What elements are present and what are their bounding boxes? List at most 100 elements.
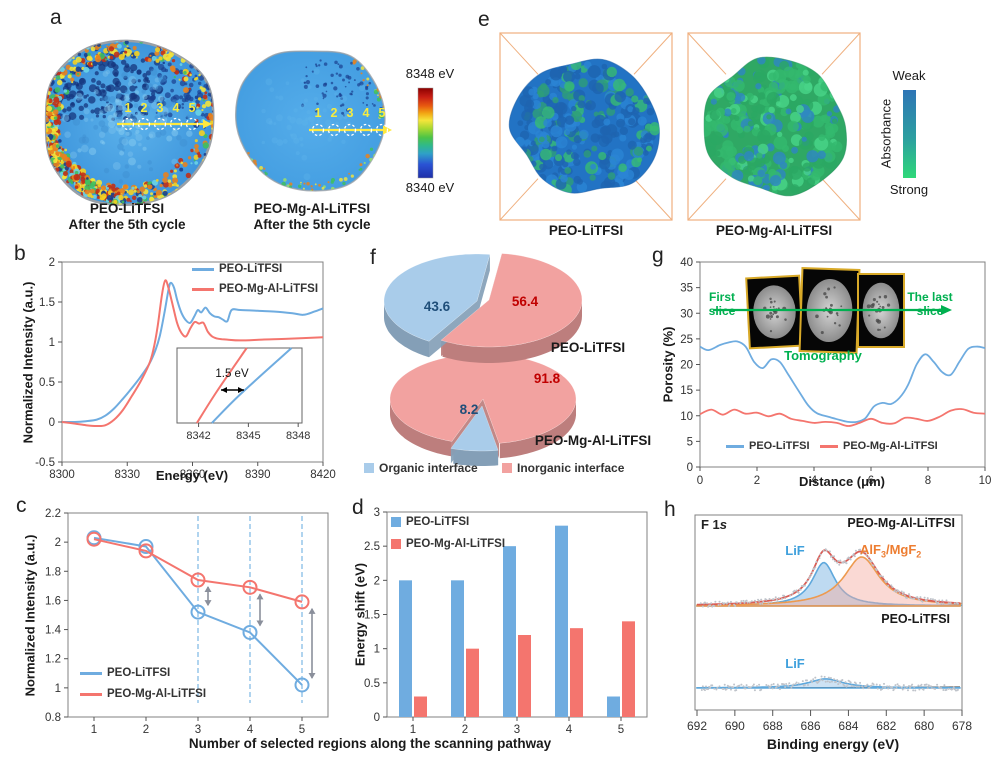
tick-label: 0: [687, 462, 693, 474]
series-line-PEO-Mg-Al-LiTFSI: [93, 538, 303, 603]
tick-label: 8: [925, 475, 931, 487]
legend-label: PEO-LiTFSI: [406, 516, 470, 528]
tick-label: 3: [514, 724, 520, 736]
pie-value-inorganic: 56.4: [511, 294, 539, 309]
panel-label-c: c: [16, 494, 27, 517]
tick-label: 0.5: [364, 678, 380, 690]
panel-h-chart: 692 690 688 686 684 682 680 678: [687, 514, 972, 733]
tick-label: 8342: [186, 430, 210, 442]
panel-label-d: d: [352, 496, 364, 519]
legend-label: PEO-Mg-Al-LiTFSI: [843, 440, 938, 452]
tick-label: 1.5: [39, 297, 55, 309]
g-last-slice-label: The last slice: [907, 290, 953, 318]
tick-label: 1: [91, 724, 97, 736]
scan-point-circle: [311, 123, 325, 137]
pie-side-wall: [384, 301, 429, 358]
tick-label: 1.6: [45, 595, 61, 607]
bar-peo-mg-al-litfsi: [518, 635, 531, 717]
g-first-slice-label: First slice: [708, 290, 736, 318]
pie-side-wall: [442, 300, 582, 363]
legend-label: Inorganic interface: [517, 461, 625, 475]
tick-label: 4: [247, 724, 254, 736]
g-x-axis-title: Distance (μm): [799, 474, 885, 489]
tomography-slice: [745, 274, 804, 350]
data-marker: [242, 579, 258, 595]
bar-peo-litfsi: [555, 525, 568, 717]
bar-peo-mg-al-litfsi: [466, 648, 479, 717]
c-legend: PEO-LiTFSI PEO-Mg-Al-LiTFSI: [80, 664, 206, 703]
scan-point-number: 3: [157, 101, 164, 115]
tick-label: 684: [838, 719, 858, 733]
h-lif-peak-label: LiF: [785, 656, 805, 671]
g-y-axis-title: Porosity (%): [660, 326, 676, 403]
tick-label: 0: [49, 417, 55, 429]
tick-label: 2: [49, 257, 55, 269]
tick-label: 40: [680, 257, 693, 269]
data-marker: [190, 572, 206, 588]
data-marker: [138, 539, 154, 555]
series-swatch: [391, 539, 401, 549]
xps-scatter: [700, 675, 959, 692]
map-caption-name: PEO-LiTFSI: [89, 201, 165, 216]
tick-label: 2.5: [364, 541, 380, 553]
pie-value-organic: 43.6: [423, 299, 451, 314]
b-inset-annotation: 1.5 eV: [215, 368, 249, 380]
tick-label: 5: [687, 436, 693, 448]
absorbance-weak-label: Weak: [892, 68, 926, 83]
map-caption-cycle: After the 5th cycle: [253, 217, 371, 232]
tick-label: 8390: [245, 469, 271, 481]
tick-label: 25: [680, 334, 693, 346]
tick-label: 686: [801, 719, 821, 733]
h-x-axis-title: Binding energy (eV): [766, 736, 900, 752]
scan-point-circle: [359, 123, 373, 137]
panel-label-e: e: [478, 8, 490, 31]
tick-label: 678: [952, 719, 972, 733]
c-y-axis-title: Normalized Intensity (a.u.): [22, 534, 38, 697]
tick-label: 8420: [310, 469, 336, 481]
tick-label: 1: [49, 337, 55, 349]
b-x-axis-title: Energy (eV): [155, 468, 229, 483]
tick-label: 688: [763, 719, 783, 733]
pie-slice: [450, 405, 499, 452]
tick-label: 1.5: [364, 610, 380, 622]
tick-label: 20: [680, 360, 693, 372]
tick-label: 2: [143, 724, 149, 736]
tick-label: 35: [680, 283, 693, 295]
tick-label: 15: [680, 385, 693, 397]
tick-label: 682: [876, 719, 896, 733]
series-line-PEO-Mg-Al-LiTFSI: [61, 279, 324, 428]
tick-label: 4: [811, 475, 818, 487]
tick-label: 2: [55, 537, 61, 549]
pie-side-wall: [390, 399, 452, 457]
bar-peo-litfsi: [607, 696, 620, 717]
panel-label-a: a: [50, 6, 62, 29]
pie-slice: [440, 253, 583, 348]
scan-point-circle: [137, 117, 151, 131]
tick-label: 2.2: [45, 508, 61, 520]
energy-colorbar: [417, 87, 434, 179]
scan-point-number: 5: [189, 101, 196, 115]
series-line-PEO-LiTFSI: [61, 281, 324, 424]
scan-point-number: 1: [125, 101, 132, 115]
b-legend: PEO-LiTFSI PEO-Mg-Al-LiTFSI: [192, 260, 318, 298]
panel-label-b: b: [14, 242, 26, 265]
tick-label: -0.5: [35, 457, 55, 469]
series-swatch: [192, 267, 214, 271]
h-sample-label: PEO-Mg-Al-LiTFSI: [847, 516, 955, 530]
tick-label: 8345: [236, 430, 260, 442]
bar-peo-litfsi: [399, 580, 412, 717]
map-speckles: [246, 59, 385, 191]
scan-point-number: 5: [379, 106, 386, 120]
scan-point-number: 1: [315, 106, 322, 120]
scan-point-circle: [153, 117, 167, 131]
pie-side-wall: [499, 400, 576, 459]
panel-label-g: g: [652, 244, 664, 267]
bar-peo-mg-al-litfsi: [570, 628, 583, 717]
scan-point-circle: [327, 123, 341, 137]
d-y-axis-title: Energy shift (eV): [352, 562, 368, 667]
tick-label: 2: [374, 575, 380, 587]
panel-c-chart: 0.8 1 1.2 1.4 1.6 1.8 2 2.2 1 2 3 4 5: [45, 508, 329, 736]
legend-label: Organic interface: [379, 461, 478, 475]
bar-peo-mg-al-litfsi: [622, 621, 635, 717]
bar-peo-litfsi: [503, 546, 516, 717]
